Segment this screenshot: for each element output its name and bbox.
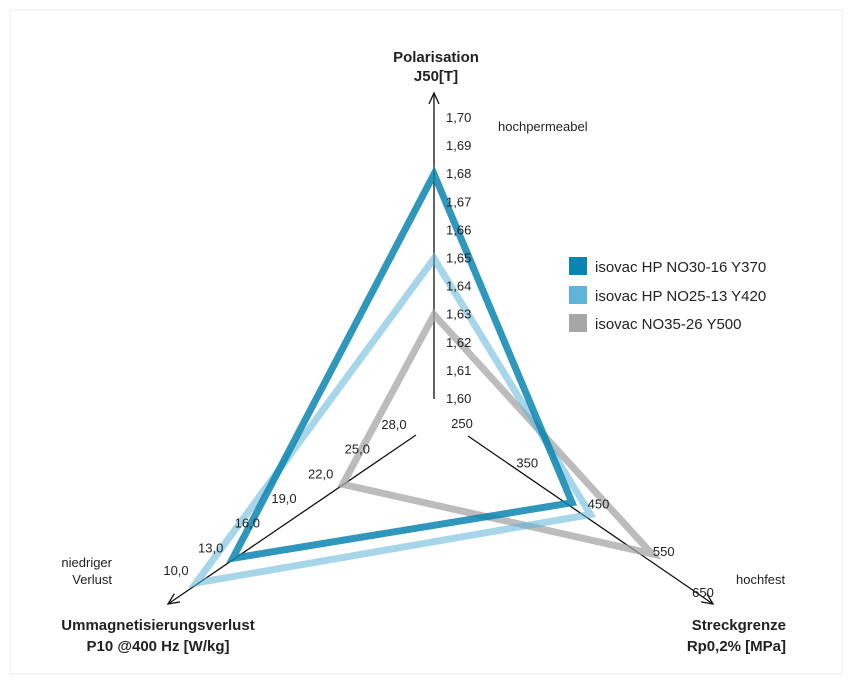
tick-label-polarisation: 1,70 bbox=[446, 110, 471, 125]
tick-label-streckgrenze: 550 bbox=[653, 544, 675, 559]
tick-label-polarisation: 1,61 bbox=[446, 363, 471, 378]
axis-line-streckgrenze bbox=[467, 435, 714, 605]
axis-title-verlust-unit: P10 @400 Hz [W/kg] bbox=[87, 638, 230, 655]
tick-label-streckgrenze: 650 bbox=[692, 585, 714, 600]
axis-line-verlust bbox=[167, 434, 417, 605]
tick-label-polarisation: 1,62 bbox=[446, 335, 471, 350]
tick-label-verlust: 19,0 bbox=[271, 491, 296, 506]
axis-arrow-streckgrenze bbox=[700, 593, 715, 605]
tick-label-verlust: 16,0 bbox=[235, 516, 260, 531]
tick-label-verlust: 10,0 bbox=[163, 563, 188, 578]
tick-label-streckgrenze: 450 bbox=[588, 497, 610, 512]
annotation-verlust: Verlust bbox=[72, 572, 112, 587]
axis-title-polarisation: Polarisation bbox=[393, 49, 479, 66]
tick-label-streckgrenze: 250 bbox=[451, 416, 473, 431]
tick-label-polarisation: 1,66 bbox=[446, 222, 471, 237]
axis-arrow-polarisation bbox=[428, 91, 440, 105]
legend-swatch-1 bbox=[569, 257, 587, 275]
legend-label-1: isovac HP NO30-16 Y370 bbox=[595, 259, 766, 276]
axis-title-streckgrenze: Streckgrenze bbox=[692, 617, 786, 634]
annotation-hochpermeabel: hochpermeabel bbox=[498, 119, 588, 134]
axis-title-verlust: Ummagnetisierungsverlust bbox=[61, 617, 254, 634]
tick-label-verlust: 28,0 bbox=[381, 417, 406, 432]
series-polygon-1 bbox=[226, 165, 578, 563]
tick-label-polarisation: 1,60 bbox=[446, 391, 471, 406]
tick-label-polarisation: 1,67 bbox=[446, 194, 471, 209]
tick-label-polarisation: 1,63 bbox=[446, 307, 471, 322]
legend-swatch-3 bbox=[569, 314, 587, 332]
tick-label-polarisation: 1,69 bbox=[446, 138, 471, 153]
legend-swatch-2 bbox=[569, 286, 587, 304]
tick-label-verlust: 22,0 bbox=[308, 466, 333, 481]
axis-title-streckgrenze-unit: Rp0,2% [MPa] bbox=[687, 638, 786, 655]
tick-label-polarisation: 1,65 bbox=[446, 251, 471, 266]
tick-label-verlust: 13,0 bbox=[198, 540, 223, 555]
annotation-niedriger: niedriger bbox=[61, 555, 112, 570]
legend-label-2: isovac HP NO25-13 Y420 bbox=[595, 288, 766, 305]
tick-label-polarisation: 1,68 bbox=[446, 166, 471, 181]
axis-arrow-verlust bbox=[166, 593, 181, 605]
legend-label-3: isovac NO35-26 Y500 bbox=[595, 316, 741, 333]
series-polygon-2 bbox=[188, 252, 597, 588]
tick-label-polarisation: 1,64 bbox=[446, 279, 471, 294]
tick-label-verlust: 25,0 bbox=[345, 442, 370, 457]
annotation-hochfest: hochfest bbox=[736, 572, 786, 587]
tick-label-streckgrenze: 350 bbox=[516, 455, 538, 470]
axis-title-polarisation-unit: J50[T] bbox=[414, 68, 458, 85]
